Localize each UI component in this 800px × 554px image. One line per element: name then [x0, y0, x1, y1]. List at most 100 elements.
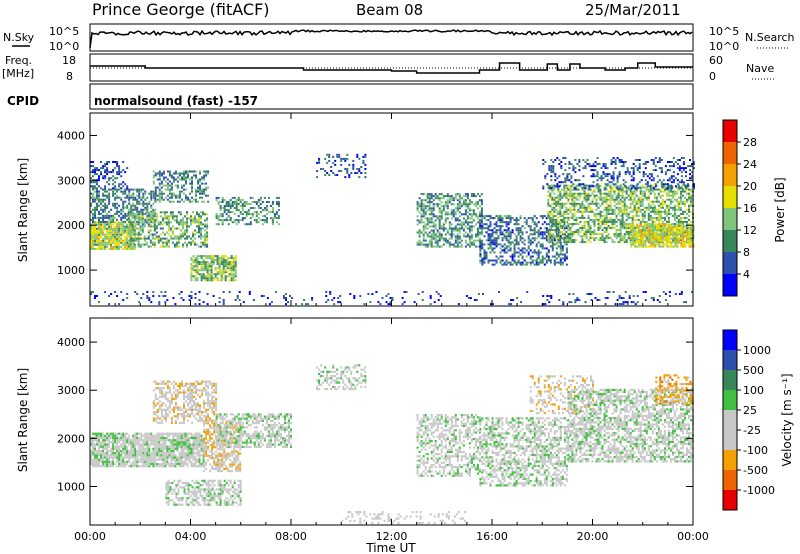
heatmap-cell [416, 207, 419, 210]
heatmap-cell [116, 235, 119, 238]
heatmap-cell [634, 231, 637, 234]
heatmap-cell [505, 229, 508, 232]
heatmap-cell [581, 188, 584, 191]
heatmap-cell [338, 153, 341, 156]
heatmap-cell [608, 173, 611, 176]
heatmap-cell [668, 235, 671, 238]
heatmap-cell [668, 229, 671, 232]
heatmap-cell [114, 225, 117, 228]
heatmap-cell [560, 181, 563, 184]
heatmap-cell [619, 237, 622, 240]
heatmap-cell [422, 221, 425, 224]
heatmap-cell [161, 243, 164, 246]
heatmap-cell [625, 225, 628, 227]
heatmap-cell [635, 184, 638, 187]
heatmap-cell [581, 216, 584, 219]
heatmap-cell [470, 229, 473, 232]
heatmap-cell [130, 206, 133, 209]
heatmap-cell [607, 208, 610, 211]
heatmap-cell [291, 297, 293, 299]
heatmap-cell [120, 227, 123, 230]
heatmap-cell [636, 187, 639, 190]
heatmap-cell [221, 223, 224, 226]
heatmap-cell [569, 229, 572, 231]
heatmap-cell [668, 179, 671, 182]
heatmap-cell [124, 196, 127, 199]
heatmap-cell [124, 225, 127, 228]
heatmap-cell [543, 257, 546, 260]
heatmap-cell [561, 206, 564, 209]
heatmap-cell [440, 245, 443, 248]
heatmap-cell [674, 231, 677, 234]
heatmap-cell [142, 188, 145, 191]
heatmap-cell [206, 273, 209, 276]
heatmap-cell [189, 182, 191, 185]
heatmap-cell [176, 180, 179, 183]
heatmap-cell [253, 211, 256, 214]
heatmap-cell [505, 221, 508, 224]
heatmap-cell [565, 237, 568, 240]
heatmap-cell [623, 210, 626, 213]
heatmap-cell [567, 237, 570, 240]
heatmap-cell [271, 207, 274, 209]
heatmap-cell [456, 205, 459, 208]
heatmap-cell [597, 227, 600, 229]
heatmap-cell [104, 190, 107, 193]
heatmap-cell [166, 178, 169, 181]
heatmap-cell [198, 225, 200, 228]
heatmap-cell [327, 299, 330, 301]
heatmap-cell [358, 157, 361, 160]
heatmap-cell [623, 235, 626, 238]
heatmap-cell [563, 194, 566, 197]
heatmap-cell [652, 163, 655, 165]
heatmap-cell [659, 210, 662, 213]
heatmap-cell [424, 231, 427, 234]
heatmap-cell [124, 216, 127, 219]
heatmap-cell [422, 207, 425, 210]
heatmap-cell [324, 174, 327, 176]
heatmap-cell [178, 200, 181, 203]
heatmap-cell [677, 200, 680, 203]
heatmap-cell [589, 233, 592, 236]
heatmap-cell [227, 201, 230, 203]
heatmap-cell [589, 225, 592, 227]
heatmap-cell [127, 231, 130, 234]
heatmap-cell [619, 239, 622, 242]
heatmap-cell [468, 241, 471, 244]
heatmap-cell [448, 225, 451, 228]
heatmap-cell [487, 261, 490, 264]
heatmap-cell [646, 233, 649, 236]
heatmap-cell [430, 245, 433, 248]
heatmap-cell [631, 190, 634, 193]
heatmap-cell [134, 196, 137, 199]
heatmap-cell [531, 255, 534, 258]
heatmap-cell [607, 225, 610, 227]
heatmap-cell [464, 239, 467, 242]
heatmap-cell [330, 170, 333, 172]
heatmap-cell [108, 231, 111, 234]
heatmap-cell [108, 194, 111, 197]
heatmap-cell [147, 231, 150, 234]
heatmap-cell [478, 231, 481, 234]
heatmap-cell [587, 206, 590, 209]
heatmap-cell [563, 190, 566, 193]
heatmap-cell [418, 231, 421, 234]
heatmap-cell [178, 196, 181, 199]
heatmap-cell [149, 241, 152, 244]
heatmap-cell [664, 173, 667, 176]
heatmap-cell [565, 216, 568, 219]
heatmap-cell [141, 219, 144, 222]
heatmap-cell [668, 161, 671, 163]
heatmap-cell [575, 202, 578, 205]
heatmap-cell [232, 279, 235, 282]
heatmap-cell [635, 190, 638, 193]
heatmap-cell [167, 239, 170, 242]
heatmap-cell [499, 259, 502, 262]
heatmap-cell [547, 210, 550, 213]
heatmap-cell [645, 206, 648, 209]
nsky-tick-high: 10^5 [49, 25, 79, 38]
heatmap-cell [659, 204, 662, 207]
heatmap-cell [609, 227, 612, 229]
heatmap-cell [601, 210, 604, 213]
heatmap-cell [491, 259, 494, 262]
